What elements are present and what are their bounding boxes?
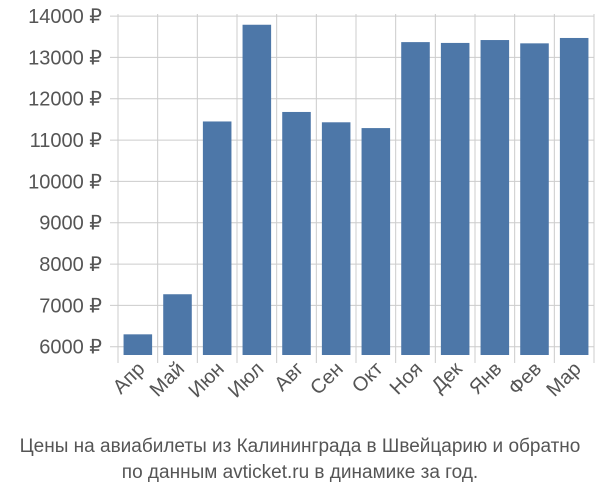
y-tick-label: 8000 ₽ — [39, 254, 102, 276]
bar-9 — [440, 42, 470, 355]
bar-8 — [401, 42, 430, 356]
y-tick-label: 11000 ₽ — [30, 130, 103, 152]
x-tick-label: Май — [146, 358, 189, 401]
x-tick-label: Апр — [109, 358, 150, 399]
bar-7 — [361, 128, 391, 355]
x-tick-label: Янв — [465, 358, 506, 399]
x-tick-label: Сен — [306, 358, 347, 399]
bar-2 — [163, 294, 192, 355]
chart-caption-line-1: Цены на авиабилеты из Калининграда в Шве… — [19, 436, 581, 457]
x-tick-label: Мар — [542, 358, 585, 401]
y-tick-label: 12000 ₽ — [28, 89, 102, 111]
y-tick-label: 6000 ₽ — [39, 337, 102, 359]
x-tick-label: Июн — [185, 358, 229, 402]
bar-4 — [242, 24, 272, 355]
x-tick-label: Фев — [504, 358, 546, 400]
y-tick-label: 14000 ₽ — [28, 6, 102, 28]
bar-3 — [202, 121, 232, 355]
x-tick-label: Июл — [224, 358, 268, 402]
y-tick-label: 9000 ₽ — [39, 213, 102, 235]
y-tick-label: 13000 ₽ — [28, 47, 102, 69]
y-tick-label: 7000 ₽ — [39, 295, 102, 317]
bar-10 — [480, 40, 510, 355]
x-tick-label: Дек — [428, 358, 467, 397]
bar-12 — [559, 37, 589, 356]
bar-1 — [123, 334, 153, 355]
bar-5 — [282, 111, 311, 356]
y-tick-label: 10000 ₽ — [28, 171, 102, 193]
x-tick-label: Ноя — [386, 358, 427, 399]
x-tick-label: Окт — [348, 358, 387, 397]
chart-caption-line-2: по данным avticket.ru в динамике за год. — [121, 462, 479, 483]
x-tick-label: Авг — [270, 358, 308, 396]
bar-6 — [321, 122, 351, 355]
bar-11 — [520, 43, 549, 355]
